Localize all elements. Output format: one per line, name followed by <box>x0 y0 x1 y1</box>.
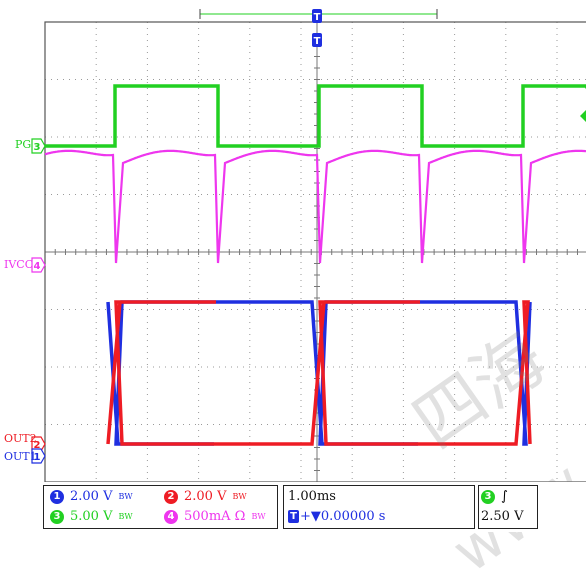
ch1-marker-shape <box>31 448 46 464</box>
ch4-bw-icon: BW <box>251 512 266 521</box>
ch3-setting[interactable]: 3 5.00 V BW <box>50 509 133 524</box>
trigger-time-marker: T <box>314 12 321 23</box>
ch3-scale: 5.00 V <box>70 509 113 524</box>
ch1-marker: 1 <box>34 452 41 463</box>
channel-markers: 3 4 21 T T <box>31 9 586 464</box>
trigger-source-badge: 3 <box>481 489 495 504</box>
ch2-badge: 2 <box>164 489 178 504</box>
trigger-level-arrow <box>580 110 586 122</box>
trigger-box[interactable]: 3 ∫ 2.50 V <box>478 485 538 529</box>
trigger-position-value: +▼0.00000 s <box>300 509 386 524</box>
label-ivcc: IVCC <box>4 258 34 271</box>
ch2-scale: 2.00 V <box>184 489 227 504</box>
trigger-time-marker-box <box>312 9 322 23</box>
ch4-badge: 4 <box>164 509 178 524</box>
ch3-marker-shape <box>31 138 46 154</box>
label-pg: PG <box>15 138 32 151</box>
horizontal-position-marker: T <box>314 36 321 47</box>
ch4-scale: 500mA Ω <box>184 509 246 524</box>
trigger-position-icon: T <box>288 510 299 523</box>
trace-ch2 <box>106 300 532 446</box>
channel-settings-box[interactable]: 1 2.00 V BW 2 2.00 V BW 3 5.00 V BW 4 500mA Ω BW <box>43 485 278 529</box>
label-out1: OUT1 <box>4 450 37 463</box>
timebase-value: 1.00ms <box>288 489 336 504</box>
label-out2: OUT2 <box>4 432 37 445</box>
ch4-marker: 4 <box>34 261 41 272</box>
status-bar: 1 2.00 V BW 2 2.00 V BW 3 5.00 V BW 4 500mA Ω BW… <box>0 482 586 532</box>
trigger-source: 3 ∫ <box>481 489 508 504</box>
ch1-badge: 1 <box>50 489 64 504</box>
ch4-marker-shape <box>31 257 46 273</box>
ch2-marker: 2 <box>34 440 41 451</box>
ch3-bw-icon: BW <box>118 512 133 521</box>
ch3-marker: 3 <box>34 142 41 153</box>
ch1-setting[interactable]: 1 2.00 V BW <box>50 489 133 504</box>
rising-edge-icon: ∫ <box>501 489 508 504</box>
waveforms <box>44 84 586 446</box>
trigger-position: T +▼0.00000 s <box>288 509 385 524</box>
trace-ch4 <box>44 149 586 264</box>
ch2-bw-icon: BW <box>232 492 247 501</box>
ch1-scale: 2.00 V <box>70 489 113 504</box>
horizontal-position-marker-box <box>312 33 322 47</box>
timebase-box[interactable]: 1.00ms T +▼0.00000 s <box>283 485 475 529</box>
ch4-setting[interactable]: 4 500mA Ω BW <box>164 509 266 524</box>
oscilloscope-display: 3 4 21 T T <box>31 9 586 483</box>
ch1-bw-icon: BW <box>118 492 133 501</box>
trace-ch3 <box>45 84 586 148</box>
ch2-setting[interactable]: 2 2.00 V BW <box>164 489 247 504</box>
ch3-badge: 3 <box>50 509 64 524</box>
trigger-level: 2.50 V <box>481 509 524 524</box>
